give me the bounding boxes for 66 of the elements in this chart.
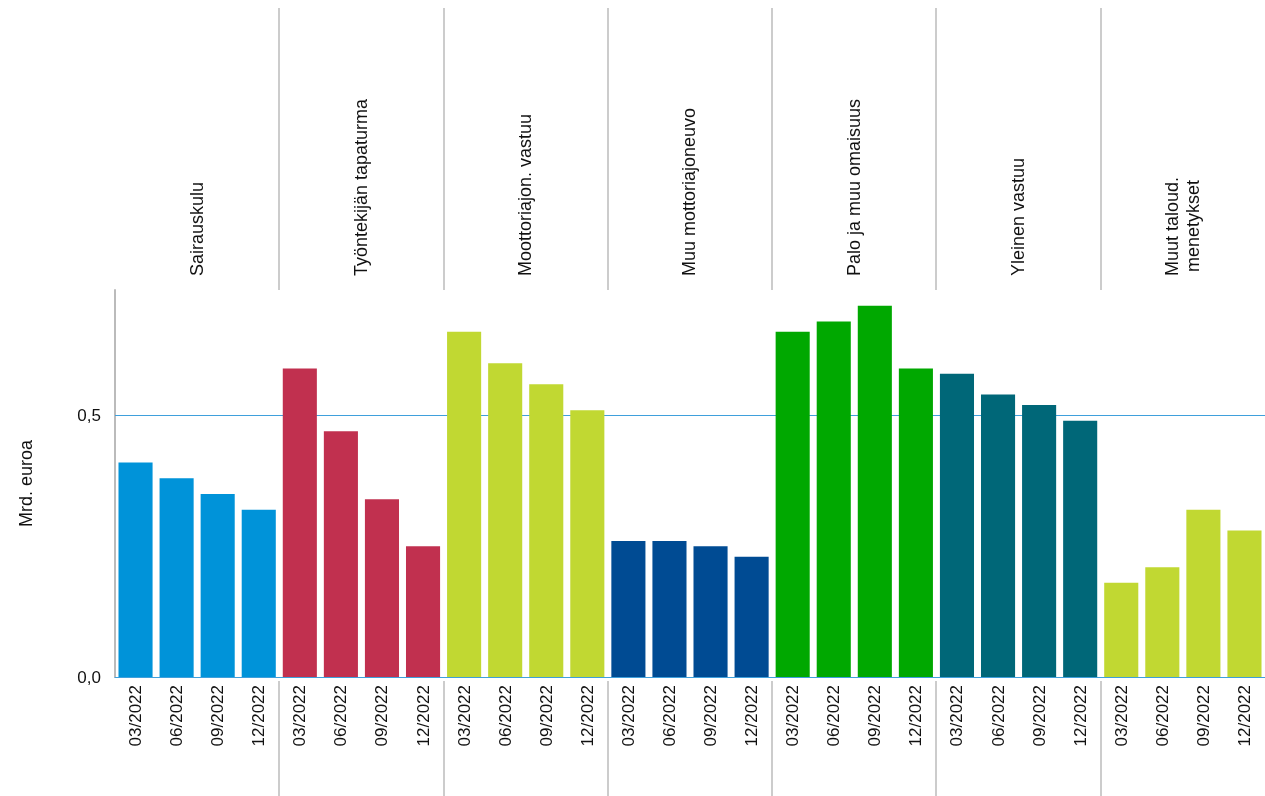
x-tick-label: 03/2022 [618,685,638,747]
y-tick-label: 0,5 [77,406,101,426]
bar [1145,567,1180,677]
text: Sairauskulu [186,181,208,276]
x-tick-label: 12/2022 [906,685,926,747]
x-tick-label: 03/2022 [947,685,967,747]
x-tick-label: 06/2022 [659,685,679,747]
bar [980,394,1016,677]
x-tick-label: 03/2022 [454,685,474,747]
x-tick-label: 12/2022 [742,685,762,747]
text: Työntekijän tapaturma [350,98,372,276]
x-tick-label: 12/2022 [249,685,269,747]
bar [200,493,235,677]
bar [652,541,687,677]
x-tick-label: 09/2022 [536,685,556,747]
x-tick-label: 03/2022 [290,685,310,747]
x-tick-label: 12/2022 [577,685,597,747]
x-tick-label: 09/2022 [701,685,721,747]
bar [1104,582,1139,677]
text: Muut taloud. menetykset [1161,176,1204,276]
bar [939,373,975,677]
bar [323,431,358,677]
x-tick-label: 09/2022 [1193,685,1213,747]
x-tick-label: 06/2022 [167,685,187,747]
bar [1186,509,1221,677]
bar [611,541,646,677]
bar [570,410,605,677]
x-tick-label: 03/2022 [1111,685,1131,747]
x-tick-label: 12/2022 [413,685,433,747]
bar [118,462,153,677]
bar [529,384,564,677]
x-tick-label: 03/2022 [126,685,146,747]
text: Palo ja muu omaisuus [843,98,865,276]
x-tick-label: 09/2022 [208,685,228,747]
text: Yleinen vastuu [1008,157,1030,276]
y-axis-title: Mrd. euroa [16,439,36,528]
x-tick-label: 06/2022 [824,685,844,747]
bar [282,368,317,677]
bar [405,546,441,677]
y-tick-label: 0,0 [77,667,101,687]
bar [734,556,769,677]
x-tick-label: 12/2022 [1070,685,1090,747]
bar [775,331,810,677]
x-tick-label: 03/2022 [783,685,803,747]
bar [816,321,851,677]
bar [447,331,482,677]
x-tick-label: 09/2022 [865,685,885,747]
bar [693,546,728,677]
bar [364,499,400,677]
bar [1022,405,1057,677]
x-tick-label: 06/2022 [331,685,351,747]
bar [1227,530,1262,677]
bar [1063,420,1098,677]
bar [488,363,523,677]
bar [241,509,276,677]
text: Moottoriajon. vastuu [515,113,537,276]
x-tick-label: 09/2022 [372,685,392,747]
x-tick-label: 06/2022 [495,685,515,747]
x-tick-label: 12/2022 [1234,685,1254,747]
x-tick-label: 06/2022 [1152,685,1172,747]
x-tick-label: 06/2022 [988,685,1008,747]
text: Muu mottoriajoneuvo [679,107,701,276]
bar [898,368,933,677]
x-tick-label: 09/2022 [1029,685,1049,747]
bar [857,305,892,677]
bar [159,478,194,677]
